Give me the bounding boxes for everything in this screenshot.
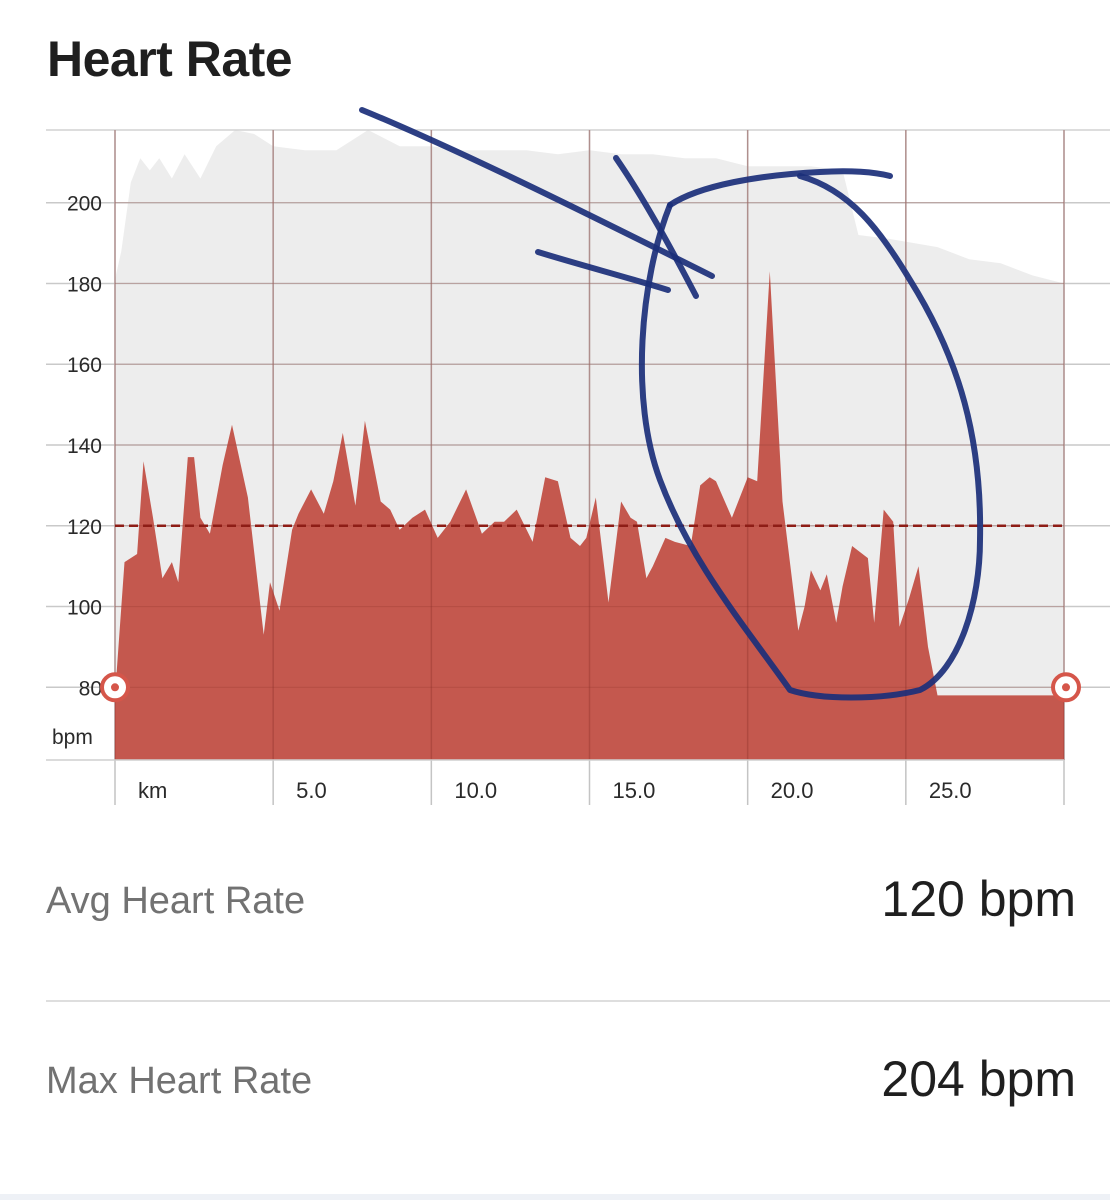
y-tick-label: 120 [67, 516, 102, 539]
y-tick-label: 100 [67, 597, 102, 620]
divider [46, 1000, 1110, 1002]
y-tick-label: 80 [79, 677, 102, 700]
x-tick-label: 10.0 [454, 778, 497, 803]
range-marker-dot [111, 683, 119, 692]
heart-rate-chart: 80 100 120 140 160 180 200 bpm km 5.0 10.0 15.0 20.0… [46, 107, 1110, 805]
range-marker-dot [1062, 683, 1070, 692]
x-tick-label: 25.0 [929, 778, 972, 803]
heart-rate-series [114, 130, 1065, 760]
x-tick-label: 15.0 [613, 778, 656, 803]
x-tick-label: 5.0 [296, 778, 327, 803]
bottom-edge [0, 1194, 1110, 1200]
stat-avg-heart-rate: Avg Heart Rate 120 bpm [46, 850, 1076, 970]
stat-label: Avg Heart Rate [46, 880, 306, 922]
y-tick-label: 180 [67, 273, 102, 296]
x-tick-label: 20.0 [771, 778, 814, 803]
annotation-arrow-stroke [535, 249, 671, 293]
range-markers [100, 672, 1081, 703]
x-tick-label: km [138, 778, 167, 803]
annotation-arrow-stroke [667, 168, 893, 208]
annotation-arrow-stroke [359, 107, 715, 279]
y-tick-label: 160 [67, 354, 102, 377]
annotation-arrow-stroke [613, 155, 699, 299]
heart-rate-area [115, 271, 1064, 760]
stat-value: 120 bpm [881, 871, 1076, 927]
annotation-circle [638, 173, 984, 701]
hand-drawn-annotation [359, 107, 984, 701]
page-title: Heart Rate [47, 31, 293, 87]
y-axis-label: bpm [52, 726, 93, 749]
y-tick-label: 200 [67, 193, 102, 216]
y-tick-label: 140 [67, 435, 102, 458]
stat-max-heart-rate: Max Heart Rate 204 bpm [46, 1030, 1076, 1150]
axes: 80 100 120 140 160 180 200 bpm km 5.0 10.0 15.0 20.0… [46, 193, 1064, 803]
stat-value: 204 bpm [881, 1051, 1076, 1107]
stat-label: Max Heart Rate [46, 1060, 313, 1102]
